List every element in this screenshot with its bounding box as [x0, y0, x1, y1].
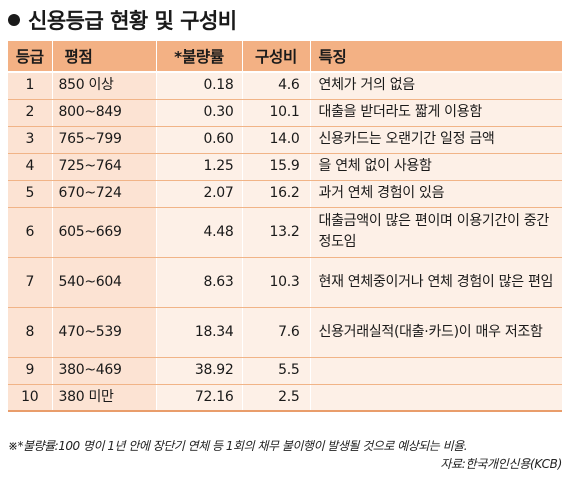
grade-cell: 3 [8, 126, 52, 154]
score-cell: 540~604 [51, 257, 156, 308]
feature-cell: 대출을 받더라도 짧게 이용함 [309, 99, 562, 127]
score-cell: 800~849 [51, 99, 156, 127]
table-row: 9 380~469 38.92 5.5 [8, 357, 562, 385]
score-cell: 725~764 [51, 153, 156, 181]
feature-cell [309, 384, 562, 412]
table-row: 2 800~849 0.30 10.1 대출을 받더라도 짧게 이용함 [8, 99, 562, 127]
table-row: 3 765~799 0.60 14.0 신용카드는 오랜기간 일정 금액 [8, 126, 562, 154]
default-rate-cell: 0.30 [155, 99, 242, 127]
grade-cell: 2 [8, 99, 52, 127]
feature-cell: 현재 연체중이거나 연체 경험이 많은 편임 [309, 257, 562, 308]
grade-cell: 5 [8, 180, 52, 208]
ratio-cell: 5.5 [241, 357, 310, 385]
ratio-cell: 15.9 [241, 153, 310, 181]
footnote: ※*불량률:100 명이 1년 안에 장단기 연체 등 1회의 채무 불이행이 … [8, 439, 468, 453]
table-row: 4 725~764 1.25 15.9 을 연체 없이 사용함 [8, 153, 562, 181]
default-rate-cell: 1.25 [155, 153, 242, 181]
feature-cell: 대출금액이 많은 편이며 이용기간이 중간 정도임 [309, 207, 562, 258]
header-default-rate: *불량률 [155, 41, 242, 73]
grade-cell: 10 [8, 384, 52, 412]
default-rate-cell: 0.60 [155, 126, 242, 154]
header-feature: 특징 [309, 41, 562, 73]
grade-cell: 9 [8, 357, 52, 385]
default-rate-cell: 0.18 [155, 72, 242, 100]
default-rate-cell: 8.63 [155, 257, 242, 308]
table-row: 10 380 미만 72.16 2.5 [8, 384, 562, 412]
header-ratio: 구성비 [241, 41, 310, 73]
score-cell: 765~799 [51, 126, 156, 154]
bullet-icon [8, 14, 20, 26]
grade-cell: 4 [8, 153, 52, 181]
ratio-cell: 16.2 [241, 180, 310, 208]
score-cell: 380 미만 [51, 384, 156, 412]
ratio-cell: 10.1 [241, 99, 310, 127]
feature-cell: 신용카드는 오랜기간 일정 금액 [309, 126, 562, 154]
table-row: 1 850 이상 0.18 4.6 연체가 거의 없음 [8, 72, 562, 100]
feature-cell: 과거 연체 경험이 있음 [309, 180, 562, 208]
ratio-cell: 4.6 [241, 72, 310, 100]
ratio-cell: 10.3 [241, 257, 310, 308]
table-row: 6 605~669 4.48 13.2 대출금액이 많은 편이며 이용기간이 중… [8, 207, 562, 258]
score-cell: 670~724 [51, 180, 156, 208]
ratio-cell: 2.5 [241, 384, 310, 412]
default-rate-cell: 4.48 [155, 207, 242, 258]
table-row: 5 670~724 2.07 16.2 과거 연체 경험이 있음 [8, 180, 562, 208]
grade-cell: 8 [8, 307, 52, 358]
feature-cell: 신용거래실적(대출·카드)이 매우 저조함 [309, 307, 562, 358]
grade-cell: 6 [8, 207, 52, 258]
feature-cell [309, 357, 562, 385]
grade-cell: 1 [8, 72, 52, 100]
table-header-row: 등급 평점 *불량률 구성비 특징 [8, 41, 562, 73]
header-score: 평점 [51, 41, 156, 73]
default-rate-cell: 38.92 [155, 357, 242, 385]
table-row: 7 540~604 8.63 10.3 현재 연체중이거나 연체 경험이 많은 … [8, 257, 562, 308]
ratio-cell: 14.0 [241, 126, 310, 154]
credit-grade-table: 등급 평점 *불량률 구성비 특징 1 850 이상 0.18 4.6 연체가 … [8, 41, 562, 412]
score-cell: 850 이상 [51, 72, 156, 100]
default-rate-cell: 72.16 [155, 384, 242, 412]
feature-cell: 을 연체 없이 사용함 [309, 153, 562, 181]
score-cell: 380~469 [51, 357, 156, 385]
default-rate-cell: 2.07 [155, 180, 242, 208]
score-cell: 470~539 [51, 307, 156, 358]
ratio-cell: 13.2 [241, 207, 310, 258]
page-title: 신용등급 현황 및 구성비 [8, 4, 237, 36]
score-cell: 605~669 [51, 207, 156, 258]
source-credit: 자료:한국개인신용(KCB) [440, 457, 562, 471]
grade-cell: 7 [8, 257, 52, 308]
page-title-text: 신용등급 현황 및 구성비 [28, 9, 237, 33]
table-row: 8 470~539 18.34 7.6 신용거래실적(대출·카드)이 매우 저조… [8, 307, 562, 358]
default-rate-cell: 18.34 [155, 307, 242, 358]
feature-cell: 연체가 거의 없음 [309, 72, 562, 100]
ratio-cell: 7.6 [241, 307, 310, 358]
header-grade: 등급 [8, 41, 52, 73]
